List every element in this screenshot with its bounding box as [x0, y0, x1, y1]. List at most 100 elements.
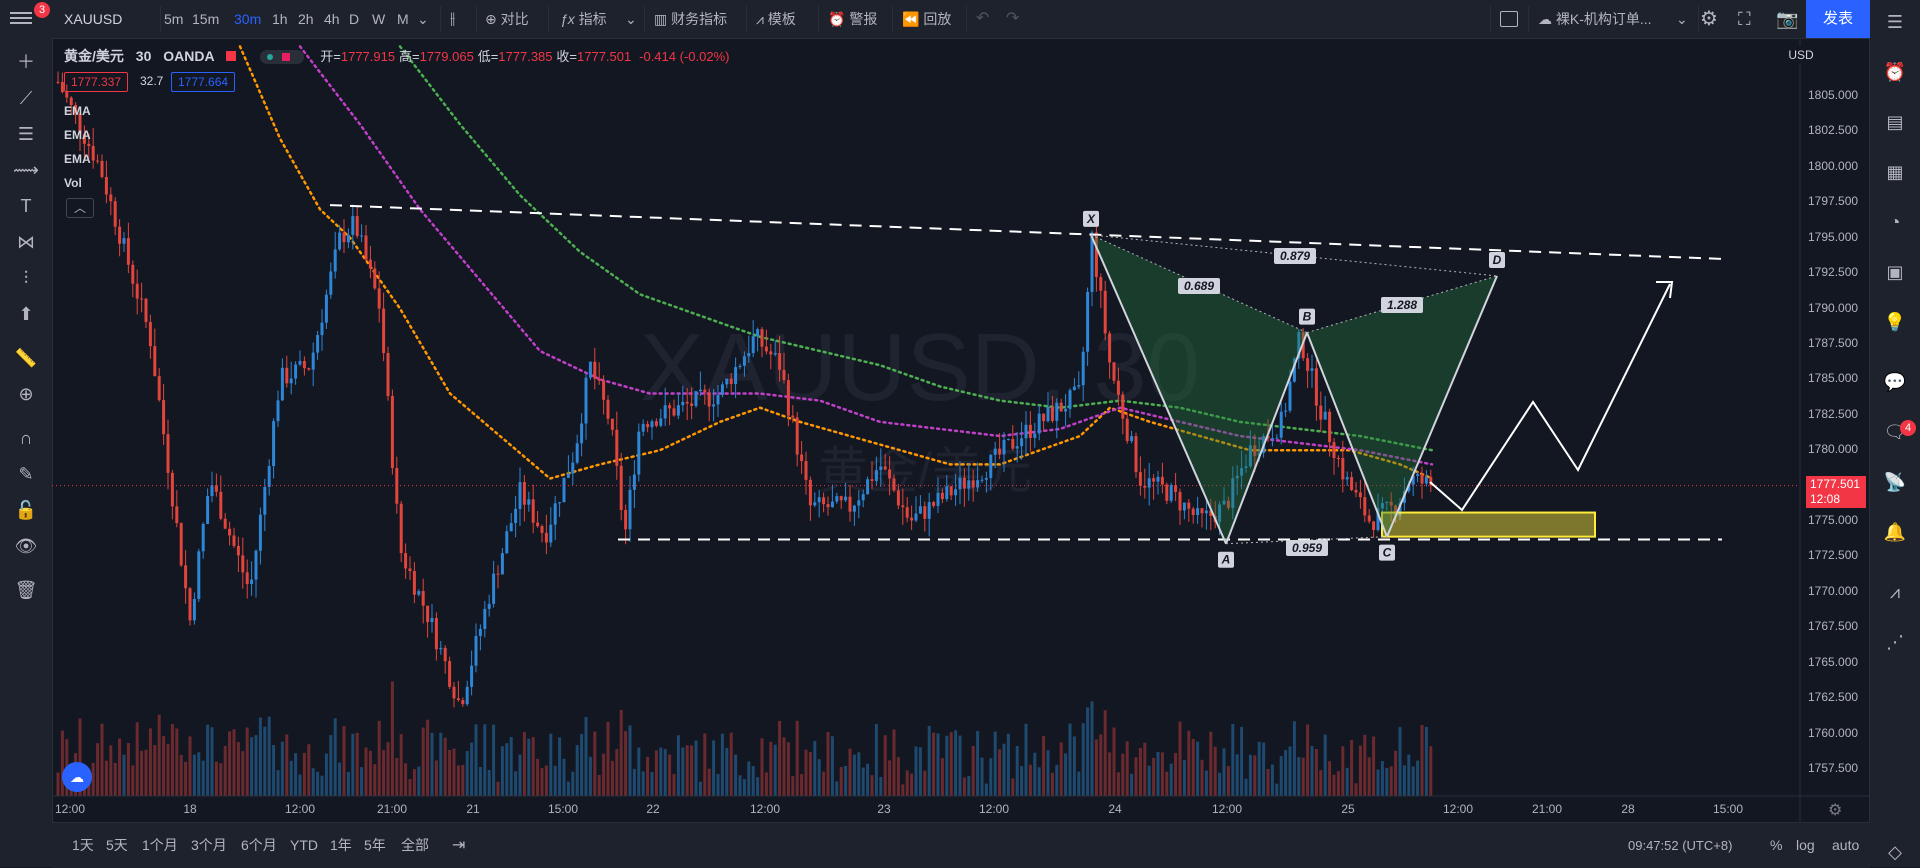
- ideas-icon[interactable]: 💡: [1883, 312, 1907, 332]
- redo-icon[interactable]: ↷: [1006, 10, 1020, 27]
- auto-toggle[interactable]: auto: [1832, 837, 1860, 853]
- hotlist-icon[interactable]: ◔: [1889, 212, 1901, 232]
- interval-5m[interactable]: 5m: [164, 11, 184, 27]
- volume-bar: [307, 744, 311, 796]
- volume-bar: [1064, 753, 1068, 796]
- indicators-button[interactable]: ƒx 指标: [560, 0, 607, 38]
- flag-icon[interactable]: [226, 51, 237, 61]
- range-3个月[interactable]: 3个月: [191, 837, 227, 853]
- volume-bar: [1350, 740, 1354, 796]
- indicator-label[interactable]: EMA: [64, 128, 91, 142]
- interval-2h[interactable]: 2h: [298, 11, 314, 27]
- xabcd-icon[interactable]: ⋈: [17, 232, 35, 252]
- alarm-clock-icon[interactable]: ⏰: [1883, 62, 1907, 82]
- magnet-icon[interactable]: ∩: [19, 428, 33, 448]
- volume-bar: [267, 716, 271, 796]
- percent-toggle[interactable]: %: [1770, 837, 1783, 853]
- crosshair-icon[interactable]: ＋: [17, 52, 35, 72]
- volume-bar: [1002, 743, 1006, 796]
- pattern-point-x-bg: [1083, 210, 1099, 227]
- dom-icon[interactable]: ⋰: [1886, 632, 1904, 652]
- layout-name-button[interactable]: ☁ 裸K-机构订单...: [1538, 0, 1652, 38]
- compare-button[interactable]: ⊕ 对比: [485, 0, 529, 38]
- financials-button[interactable]: ▥ 财务指标: [654, 0, 727, 38]
- lock-icon[interactable]: 🔓: [14, 500, 38, 520]
- candles-icon[interactable]: ⫲: [450, 10, 456, 27]
- undo-icon[interactable]: ↶: [976, 10, 990, 27]
- chevron-down-icon[interactable]: ⌄: [417, 11, 429, 27]
- watchlist-icon[interactable]: ☰: [1886, 12, 1904, 32]
- candle-body: [632, 474, 636, 490]
- indicator-label[interactable]: EMA: [64, 104, 91, 118]
- arrow-up-icon[interactable]: ⬆: [18, 304, 34, 324]
- expand-icon[interactable]: ◇: [1888, 842, 1902, 862]
- range-5天[interactable]: 5天: [106, 837, 128, 853]
- goto-date-icon[interactable]: ⇥: [452, 837, 466, 854]
- calendar-icon[interactable]: ▣: [1886, 262, 1904, 282]
- interval-30m[interactable]: 30m: [234, 11, 262, 27]
- interval-15m[interactable]: 15m: [192, 11, 220, 27]
- ask-price[interactable]: 1777.664: [171, 72, 236, 92]
- bid-price[interactable]: 1777.337: [64, 72, 129, 92]
- publish-button[interactable]: 发表: [1806, 0, 1870, 38]
- replay-button[interactable]: ⏪ 回放: [902, 0, 951, 38]
- templates-button[interactable]: ⩘ 模板: [756, 0, 796, 38]
- range-1年[interactable]: 1年: [330, 837, 352, 853]
- pattern-icon[interactable]: ⟿: [13, 160, 39, 180]
- candle-body: [140, 298, 144, 300]
- range-全部[interactable]: 全部: [401, 837, 429, 853]
- clock-time[interactable]: 09:47:52 (UTC+8): [1628, 838, 1733, 853]
- ruler-icon[interactable]: 📏: [14, 348, 38, 368]
- main-menu-button[interactable]: [10, 9, 32, 29]
- candle-body: [78, 113, 82, 134]
- pencil-lock-icon[interactable]: ✎: [18, 464, 34, 484]
- market-status-toggle[interactable]: [260, 50, 305, 65]
- eye-icon[interactable]: 👁: [14, 536, 38, 556]
- news-icon[interactable]: ▤: [1886, 112, 1904, 132]
- fib-icon[interactable]: ☰: [17, 124, 35, 144]
- tradingview-logo-icon[interactable]: ☁: [62, 762, 92, 792]
- forecast-icon[interactable]: ⫶: [23, 268, 29, 288]
- indicator-label[interactable]: EMA: [64, 152, 91, 166]
- volume-bar: [338, 762, 342, 796]
- volume-bar: [1134, 757, 1138, 796]
- symbol-search[interactable]: XAUUSD: [64, 11, 123, 27]
- candle-body: [421, 591, 425, 606]
- alerts-button[interactable]: ⏰ 警报: [828, 0, 877, 38]
- layout-icon[interactable]: [1500, 11, 1518, 27]
- last-price-label: 1777.501 12:08: [1806, 476, 1866, 508]
- interval-W[interactable]: W: [372, 11, 386, 27]
- interval-D[interactable]: D: [349, 11, 360, 27]
- volume-bar: [1112, 727, 1116, 796]
- range-1个月[interactable]: 1个月: [142, 837, 178, 853]
- gear-icon[interactable]: ⚙: [1700, 8, 1718, 30]
- range-6个月[interactable]: 6个月: [241, 837, 277, 853]
- trendline-icon[interactable]: ⟋: [19, 88, 33, 108]
- text-icon[interactable]: T: [20, 196, 32, 216]
- log-toggle[interactable]: log: [1796, 837, 1815, 853]
- range-5年[interactable]: 5年: [364, 837, 386, 853]
- collapse-legend-button[interactable]: ︿: [66, 198, 94, 218]
- chat-icon[interactable]: 💬: [1883, 372, 1907, 392]
- interval-M[interactable]: M: [397, 11, 409, 27]
- chevron-down-icon[interactable]: ⌄: [625, 11, 637, 27]
- broadcast-icon[interactable]: 📡: [1883, 472, 1907, 492]
- candle-body: [1345, 477, 1349, 480]
- notification-bell-icon[interactable]: 🔔: [1883, 522, 1907, 542]
- chevron-down-icon[interactable]: ⌄: [1676, 11, 1688, 27]
- range-YTD[interactable]: YTD: [290, 837, 318, 853]
- camera-icon[interactable]: 📷: [1776, 9, 1799, 29]
- zoom-icon[interactable]: ⊕: [18, 384, 34, 404]
- range-1天[interactable]: 1天: [72, 837, 94, 853]
- data-window-icon[interactable]: ▦: [1886, 162, 1904, 182]
- interval-1h[interactable]: 1h: [272, 11, 288, 27]
- candle-body: [241, 555, 245, 573]
- interval-4h[interactable]: 4h: [324, 11, 340, 27]
- indicator-label[interactable]: Vol: [64, 176, 82, 190]
- fullscreen-icon[interactable]: ⛶: [1738, 9, 1751, 29]
- settings-gear-icon[interactable]: ⚙: [1828, 802, 1843, 819]
- currency-label[interactable]: USD: [1782, 46, 1820, 64]
- price-chart[interactable]: XAUUSD, 30 黄金/美元 X A B C D 0.689 0.879 1.288 0.95…: [52, 38, 1870, 822]
- trading-panel-icon[interactable]: ⩘: [1889, 582, 1901, 602]
- trash-icon[interactable]: 🗑: [14, 580, 38, 600]
